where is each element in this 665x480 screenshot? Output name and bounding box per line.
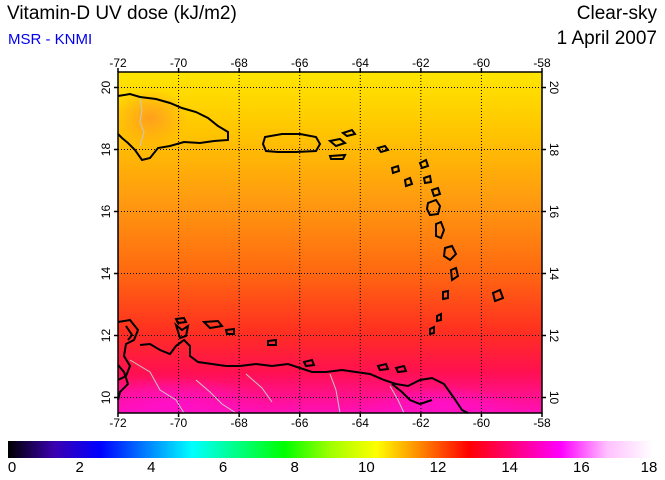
lat-tick-label: 18	[547, 143, 561, 157]
lat-tick-label: 16	[99, 205, 113, 219]
lon-tick-label: -68	[230, 416, 248, 430]
colorbar-tick-label: 14	[501, 459, 518, 476]
uv-field	[118, 72, 542, 413]
colorbar-tick-label: 2	[75, 459, 84, 476]
lat-tick-label: 20	[99, 81, 113, 95]
lon-tick-label: -62	[412, 416, 430, 430]
map-title: Vitamin-D UV dose (kJ/m2)	[7, 3, 237, 24]
puerto-rico-coast	[261, 133, 322, 153]
lon-tick-label: -72	[109, 416, 127, 430]
lon-labels-top: -72 -70 -68 -66 -64 -62 -60 -58	[109, 56, 551, 70]
country-borders	[129, 97, 405, 414]
lat-tick-label: 16	[547, 205, 561, 219]
lon-tick-label: -66	[291, 416, 309, 430]
map-date: 1 April 2007	[556, 28, 657, 49]
guadeloupe-coast	[425, 198, 442, 217]
colorbar-tick-label: 6	[218, 459, 228, 476]
lat-tick-label: 10	[99, 391, 113, 405]
colorbar-tick-label: 4	[147, 459, 156, 476]
colorbar-tick-label: 16	[572, 459, 590, 476]
lat-tick-label: 20	[547, 81, 561, 95]
lat-labels-left: 10 12 14 16 18 20	[99, 81, 113, 405]
colorbar-tick-label: 10	[357, 459, 375, 476]
barbados-coast	[491, 288, 505, 303]
uv-dose-map: -72 -70 -68 -66 -64 -62 -60 -58 -72 -70 -68 -66 -64…	[99, 56, 561, 430]
lon-tick-label: -70	[170, 56, 188, 70]
lon-tick-label: -64	[352, 416, 370, 430]
lat-tick-label: 12	[99, 329, 113, 343]
source-label: MSR - KNMI	[8, 31, 93, 48]
sky-condition: Clear-sky	[576, 3, 657, 24]
lat-tick-label: 18	[99, 143, 113, 157]
lon-tick-label: -62	[412, 56, 430, 70]
lat-tick-label: 14	[99, 267, 113, 281]
venezuela-pink-zone	[118, 377, 265, 413]
venezuela-coast	[139, 338, 469, 414]
lon-tick-label: -64	[352, 56, 370, 70]
curacao-coast	[201, 319, 224, 330]
lon-tick-label: -68	[230, 56, 248, 70]
lon-tick-label: -58	[533, 56, 551, 70]
colorbar-tick-label: 0	[7, 459, 17, 476]
coastlines	[117, 92, 505, 414]
martinique-coast	[442, 244, 458, 262]
hispaniola-coast	[117, 92, 229, 162]
lon-tick-label: -66	[291, 56, 309, 70]
lat-tick-label: 14	[547, 267, 561, 281]
lon-tick-label: -70	[170, 416, 188, 430]
lon-tick-label: -72	[109, 56, 127, 70]
map-frame	[117, 71, 543, 414]
lon-labels-bottom: -72 -70 -68 -66 -64 -62 -60 -58	[109, 416, 551, 430]
lon-tick-label: -60	[473, 56, 491, 70]
lat-tick-label: 10	[547, 391, 561, 405]
lon-tick-label: -58	[533, 416, 551, 430]
colorbar-tick-label: 12	[429, 459, 447, 476]
colorbar-tick-label: 18	[640, 459, 658, 476]
colorbar	[8, 441, 653, 458]
lat-tick-label: 12	[547, 329, 561, 343]
lon-tick-label: -60	[473, 416, 491, 430]
lat-labels-right: 10 12 14 16 18 20	[547, 81, 561, 405]
colorbar-tick-label: 8	[290, 459, 299, 476]
